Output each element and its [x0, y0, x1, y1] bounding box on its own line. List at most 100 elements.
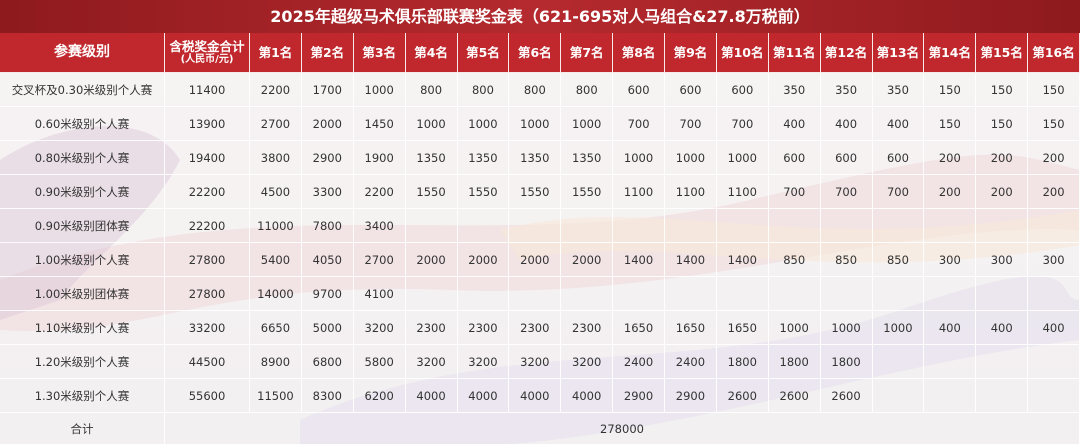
prize-cell: 350 — [872, 73, 925, 107]
prize-cell: 6800 — [301, 345, 354, 379]
prize-cell: 700 — [820, 175, 873, 209]
prize-cell — [716, 277, 769, 311]
prize-cell: 350 — [768, 73, 821, 107]
prize-cell: 3400 — [353, 209, 406, 243]
prize-cell: 2400 — [665, 345, 717, 379]
column-header: 第13名 — [872, 33, 925, 73]
prize-cell: 9700 — [301, 277, 354, 311]
column-header: 第10名 — [716, 33, 769, 73]
prize-cell: 600 — [665, 73, 717, 107]
prize-cell — [613, 277, 665, 311]
prize-cell: 150 — [924, 107, 977, 141]
prize-cell: 3200 — [509, 345, 562, 379]
prize-cell — [872, 345, 925, 379]
prize-cell: 5400 — [250, 243, 302, 277]
prize-cell: 400 — [976, 311, 1029, 345]
row-label: 0.90米级别团体赛 — [0, 209, 165, 243]
prize-cell — [924, 277, 977, 311]
column-header: 第15名 — [976, 33, 1029, 73]
prize-cell: 1550 — [509, 175, 562, 209]
prize-cell: 600 — [768, 141, 821, 175]
prize-cell: 850 — [872, 243, 925, 277]
prize-cell — [872, 209, 925, 243]
prize-cell: 1350 — [561, 141, 614, 175]
prize-cell — [405, 277, 458, 311]
row-total: 33200 — [165, 311, 250, 345]
prize-cell — [665, 277, 717, 311]
prize-cell: 300 — [1028, 243, 1080, 277]
prize-cell: 2700 — [353, 243, 406, 277]
prize-cell: 1100 — [613, 175, 665, 209]
footer-label: 合计 — [0, 413, 165, 445]
prize-cell: 2000 — [509, 243, 562, 277]
prize-cell: 700 — [665, 107, 717, 141]
column-header: 第2名 — [301, 33, 354, 73]
prize-cell — [924, 345, 977, 379]
prize-cell: 2700 — [250, 107, 302, 141]
prize-cell: 1350 — [405, 141, 458, 175]
prize-cell: 8300 — [301, 379, 354, 413]
prize-cell: 300 — [976, 243, 1029, 277]
prize-cell: 700 — [716, 107, 769, 141]
prize-cell — [872, 379, 925, 413]
prize-cell: 5800 — [353, 345, 406, 379]
prize-cell: 1550 — [561, 175, 614, 209]
column-header: 第12名 — [820, 33, 873, 73]
prize-cell: 1350 — [457, 141, 510, 175]
column-header: 第1名 — [250, 33, 302, 73]
prize-cell: 1800 — [768, 345, 821, 379]
prize-cell: 2900 — [665, 379, 717, 413]
prize-cell: 200 — [1028, 175, 1080, 209]
prize-cell: 400 — [924, 311, 977, 345]
prize-cell: 2000 — [301, 107, 354, 141]
row-label: 0.90米级别个人赛 — [0, 175, 165, 209]
prize-cell: 400 — [768, 107, 821, 141]
prize-cell: 4000 — [561, 379, 614, 413]
prize-cell: 6200 — [353, 379, 406, 413]
prize-cell: 700 — [768, 175, 821, 209]
prize-cell — [561, 277, 614, 311]
prize-cell: 1400 — [716, 243, 769, 277]
column-header: 第14名 — [924, 33, 977, 73]
prize-cell — [924, 209, 977, 243]
prize-cell — [820, 277, 873, 311]
prize-cell: 850 — [820, 243, 873, 277]
prize-cell — [976, 209, 1029, 243]
prize-cell — [872, 277, 925, 311]
prize-cell: 3200 — [353, 311, 406, 345]
prize-cell — [716, 209, 769, 243]
prize-cell: 2400 — [613, 345, 665, 379]
prize-cell — [457, 209, 510, 243]
row-label: 1.00米级别个人赛 — [0, 243, 165, 277]
prize-cell — [405, 209, 458, 243]
prize-cell: 3300 — [301, 175, 354, 209]
prize-cell — [509, 277, 562, 311]
prize-cell: 8900 — [250, 345, 302, 379]
column-header: 参赛级别 — [0, 33, 165, 73]
row-label: 1.30米级别个人赛 — [0, 379, 165, 413]
prize-cell: 700 — [613, 107, 665, 141]
prize-cell: 1550 — [405, 175, 458, 209]
column-header: 第7名 — [561, 33, 614, 73]
prize-cell: 1100 — [716, 175, 769, 209]
column-header: 第4名 — [405, 33, 458, 73]
prize-cell: 150 — [976, 107, 1029, 141]
prize-cell: 1000 — [768, 311, 821, 345]
prize-cell: 1900 — [353, 141, 406, 175]
row-total: 44500 — [165, 345, 250, 379]
prize-cell — [976, 277, 1029, 311]
prize-cell: 150 — [924, 73, 977, 107]
prize-cell: 3200 — [457, 345, 510, 379]
footer-total: 278000 — [165, 413, 1080, 445]
prize-cell — [1028, 379, 1080, 413]
row-total: 11400 — [165, 73, 250, 107]
prize-cell: 1000 — [457, 107, 510, 141]
prize-cell: 1000 — [665, 141, 717, 175]
prize-cell: 2300 — [509, 311, 562, 345]
row-label: 1.10米级别个人赛 — [0, 311, 165, 345]
prize-cell: 150 — [976, 73, 1029, 107]
prize-cell: 2000 — [457, 243, 510, 277]
prize-cell: 3800 — [250, 141, 302, 175]
prize-cell — [1028, 209, 1080, 243]
